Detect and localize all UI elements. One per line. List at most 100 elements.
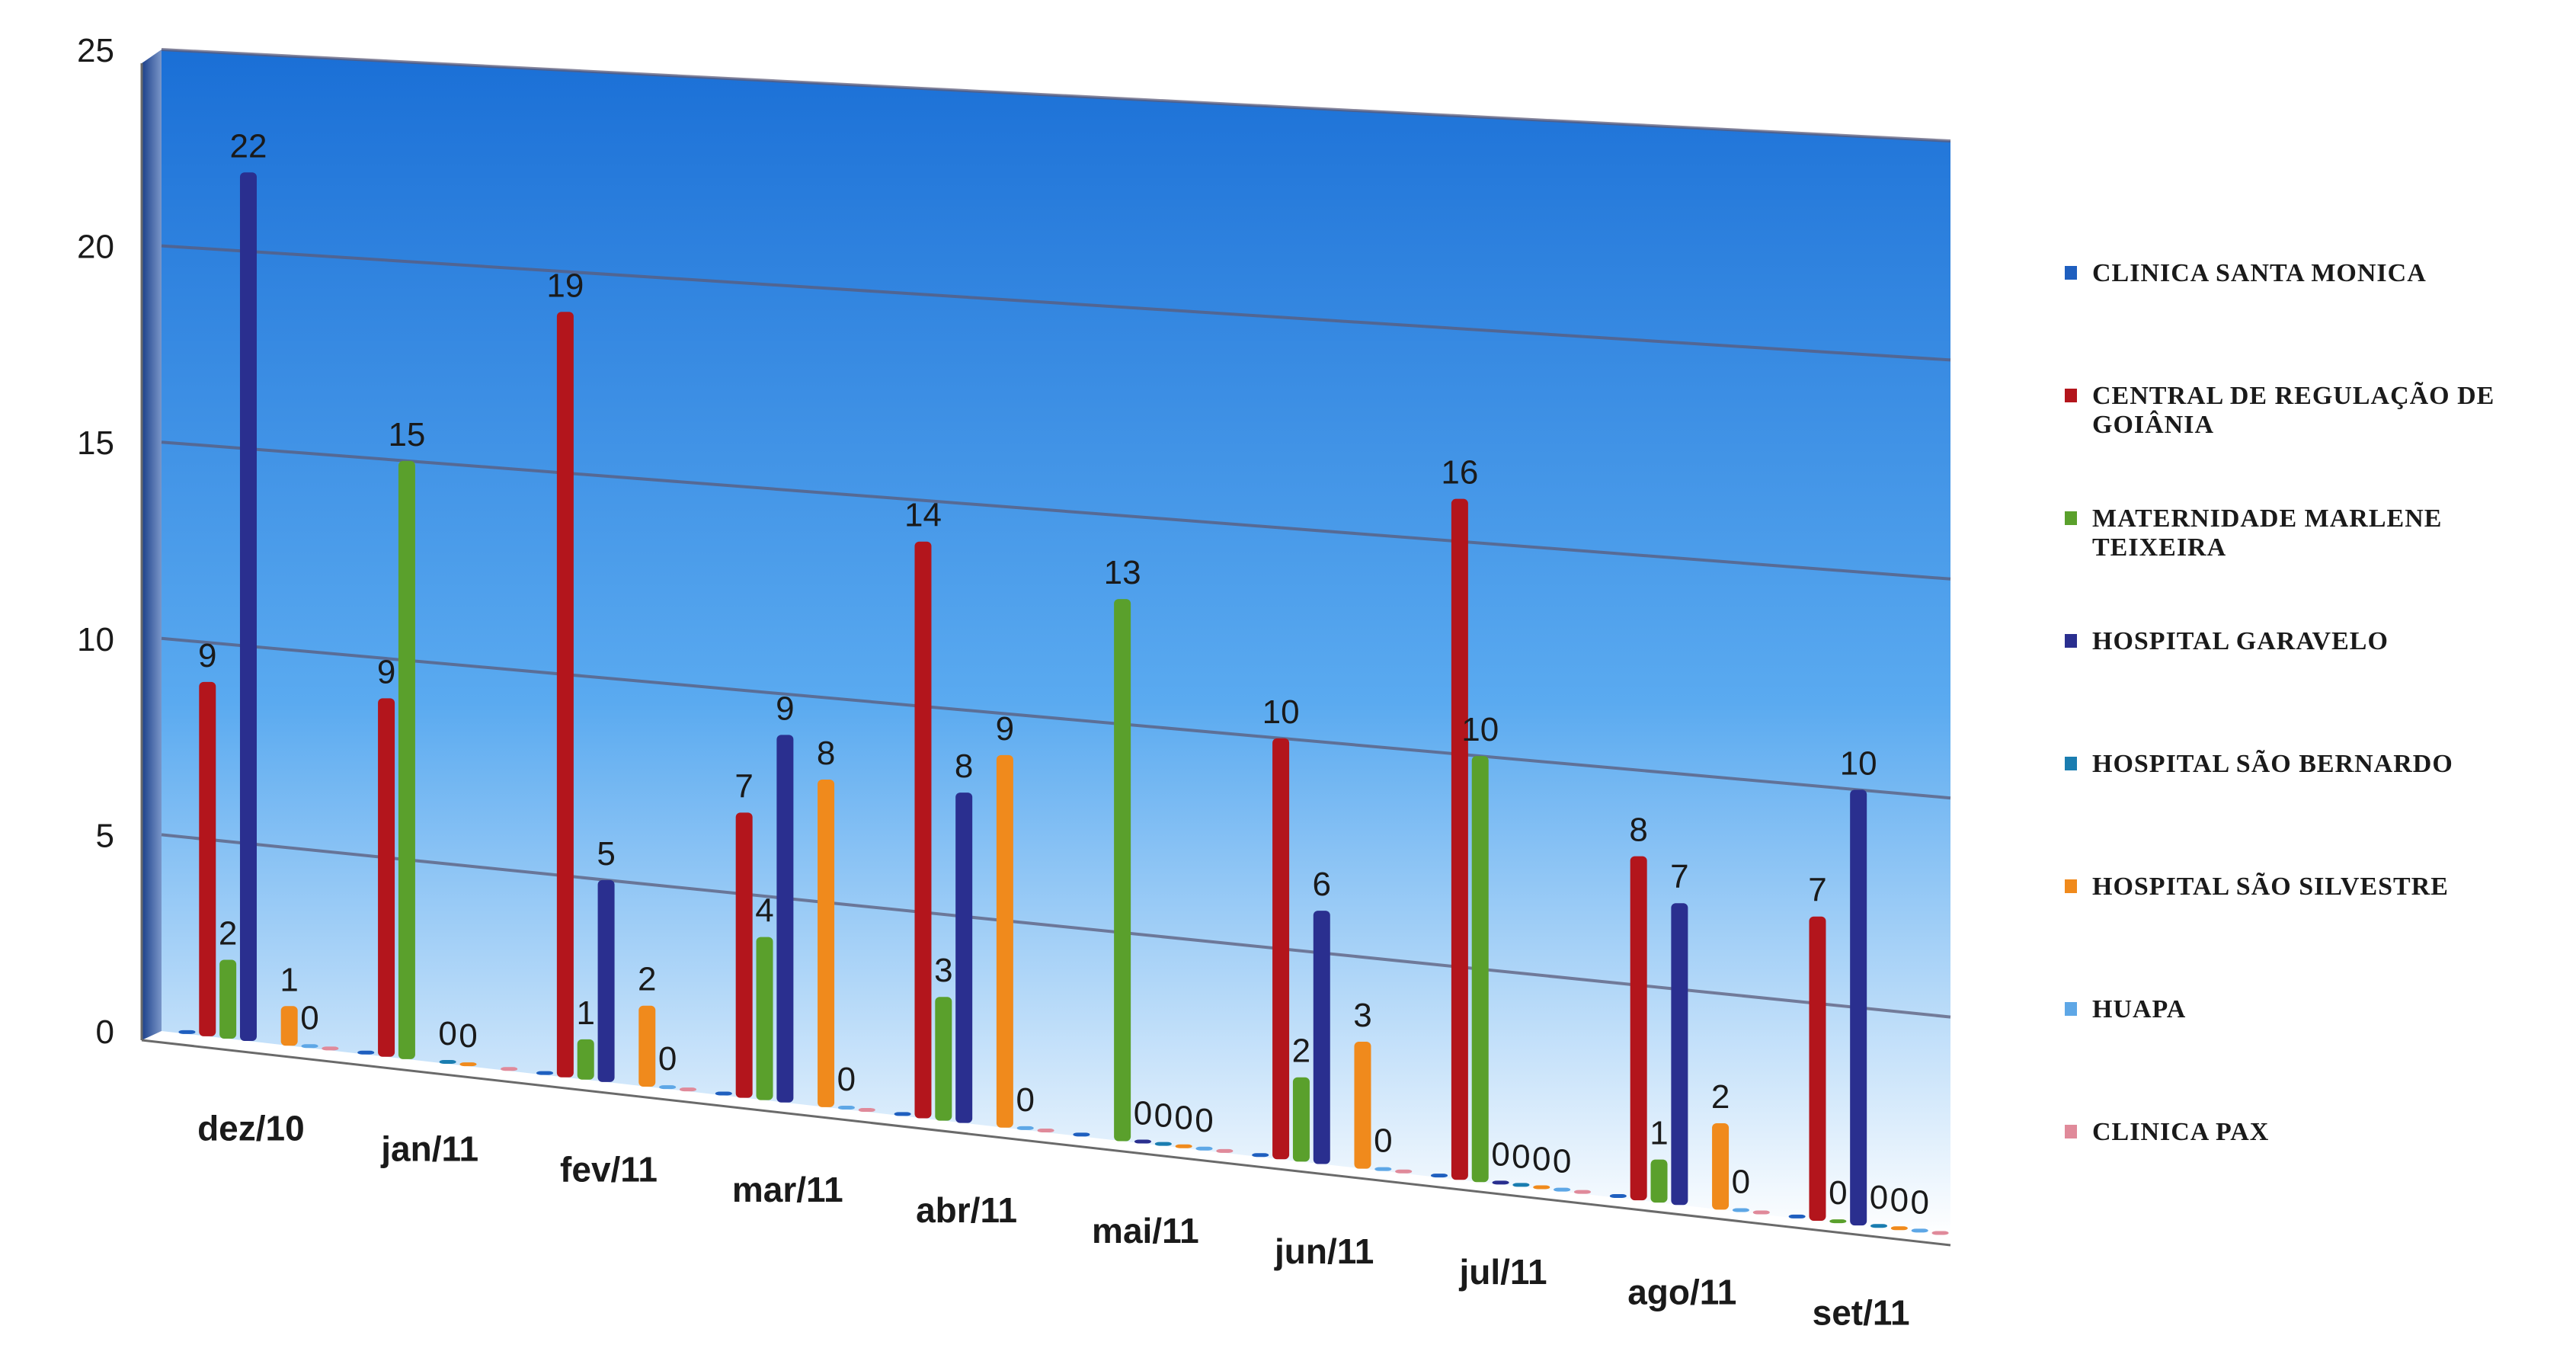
bar <box>1037 1128 1054 1132</box>
data-label: 3 <box>934 952 952 989</box>
bar <box>597 879 615 1082</box>
gridline <box>161 636 1951 800</box>
data-label: 5 <box>597 835 615 873</box>
bar <box>894 1112 911 1116</box>
bar <box>1354 1042 1371 1169</box>
bar <box>1313 911 1330 1164</box>
bar <box>239 172 257 1042</box>
data-label: 19 <box>546 267 584 304</box>
data-label: 0 <box>1154 1097 1173 1135</box>
bar <box>1175 1144 1192 1148</box>
bar <box>301 1044 318 1049</box>
bar <box>1911 1228 1928 1233</box>
legend-swatch <box>2065 1125 2077 1138</box>
bar <box>1154 1142 1172 1146</box>
y-tick-label: 15 <box>77 424 114 462</box>
legend-label: HOSPITAL GARAVELO <box>2092 627 2389 655</box>
legend-item: HOSPITAL SÃO SILVESTRE <box>2065 873 2449 901</box>
bar <box>577 1039 594 1080</box>
data-label: 8 <box>1629 812 1647 849</box>
data-label: 0 <box>1910 1183 1928 1221</box>
x-axis-line <box>141 1039 1951 1247</box>
data-label: 0 <box>1829 1174 1847 1212</box>
data-label: 0 <box>1870 1179 1888 1216</box>
data-label: 1 <box>576 994 594 1032</box>
bar <box>1114 599 1131 1142</box>
data-label: 8 <box>955 748 973 785</box>
data-label: 22 <box>229 127 267 165</box>
legend-label: GOIÂNIA <box>2092 411 2215 439</box>
bar <box>1671 903 1688 1206</box>
data-label: 0 <box>1532 1141 1550 1178</box>
bar <box>1650 1159 1668 1203</box>
bar <box>1395 1169 1413 1174</box>
data-label: 7 <box>1670 858 1688 895</box>
x-tick-label: mai/11 <box>1092 1211 1199 1251</box>
side-wall <box>142 50 162 1040</box>
bar <box>280 1006 298 1046</box>
bar <box>1533 1185 1550 1190</box>
bar <box>1431 1174 1448 1178</box>
y-tick-label: 20 <box>77 229 114 266</box>
bar <box>1752 1210 1770 1215</box>
legend-label: CLINICA PAX <box>2092 1118 2270 1146</box>
legend-item: CENTRAL DE REGULAÇÃO DE GOIÂNIA <box>2065 382 2494 440</box>
bar <box>1712 1122 1730 1210</box>
data-label: 9 <box>198 637 216 674</box>
bar <box>378 698 395 1057</box>
bar <box>1195 1146 1213 1151</box>
legend-item: MATERNIDADE MARLENE TEIXEIRA <box>2065 504 2442 562</box>
data-label: 0 <box>1732 1163 1750 1200</box>
bar <box>638 1005 656 1087</box>
x-tick-label: fev/11 <box>560 1149 658 1189</box>
data-label: 0 <box>1016 1081 1034 1119</box>
y-axis: 0 5 10 15 20 25 <box>77 32 114 1051</box>
data-label: 9 <box>377 653 395 690</box>
legend-swatch <box>2065 389 2077 402</box>
legend-swatch <box>2065 1002 2077 1016</box>
legend-label: CLINICA SANTA MONICA <box>2092 259 2427 287</box>
bar <box>1252 1153 1269 1158</box>
data-label: 0 <box>1374 1122 1392 1160</box>
bar <box>357 1050 375 1055</box>
data-label: 14 <box>904 497 942 534</box>
bar <box>501 1067 518 1071</box>
x-tick-labels: dez/10 jan/11 fev/11 mar/11 abr/11 mai/11 jun/… <box>197 1108 1909 1332</box>
gridline <box>161 48 1951 143</box>
bar <box>756 937 773 1100</box>
data-label: 15 <box>388 416 425 453</box>
bar <box>1492 1180 1509 1185</box>
data-label: 1 <box>280 961 298 998</box>
x-tick-label: jan/11 <box>380 1129 478 1168</box>
x-tick-label: jul/11 <box>1458 1252 1547 1292</box>
data-label: 0 <box>1134 1095 1152 1132</box>
data-label: 4 <box>755 892 773 930</box>
data-label: 0 <box>300 999 318 1036</box>
data-label: 0 <box>1195 1102 1213 1139</box>
bar <box>322 1046 339 1051</box>
legend-label: HOSPITAL SÃO SILVESTRE <box>2092 873 2449 901</box>
bar <box>1890 1226 1908 1231</box>
bar <box>858 1108 875 1113</box>
data-label: 10 <box>1262 693 1300 731</box>
bar <box>439 1060 456 1065</box>
data-label: 6 <box>1313 866 1331 903</box>
bar <box>178 1030 196 1034</box>
data-label: 10 <box>1461 711 1499 748</box>
data-label: 2 <box>219 914 237 952</box>
bar <box>1931 1231 1949 1235</box>
bar <box>914 541 932 1119</box>
bar <box>199 681 216 1036</box>
bar <box>459 1062 477 1067</box>
bars <box>178 172 1949 1235</box>
data-label: 16 <box>1441 454 1478 492</box>
legend-swatch <box>2065 879 2077 893</box>
y-tick-label: 10 <box>77 621 114 658</box>
legend-item: HOSPITAL SÃO BERNARDO <box>2065 750 2453 779</box>
legend-item: HUAPA <box>2065 995 2186 1024</box>
bar <box>955 793 973 1123</box>
bar <box>219 959 237 1039</box>
y-tick-label: 25 <box>77 32 114 69</box>
legend-swatch <box>2065 511 2077 525</box>
data-label: 0 <box>658 1040 677 1078</box>
